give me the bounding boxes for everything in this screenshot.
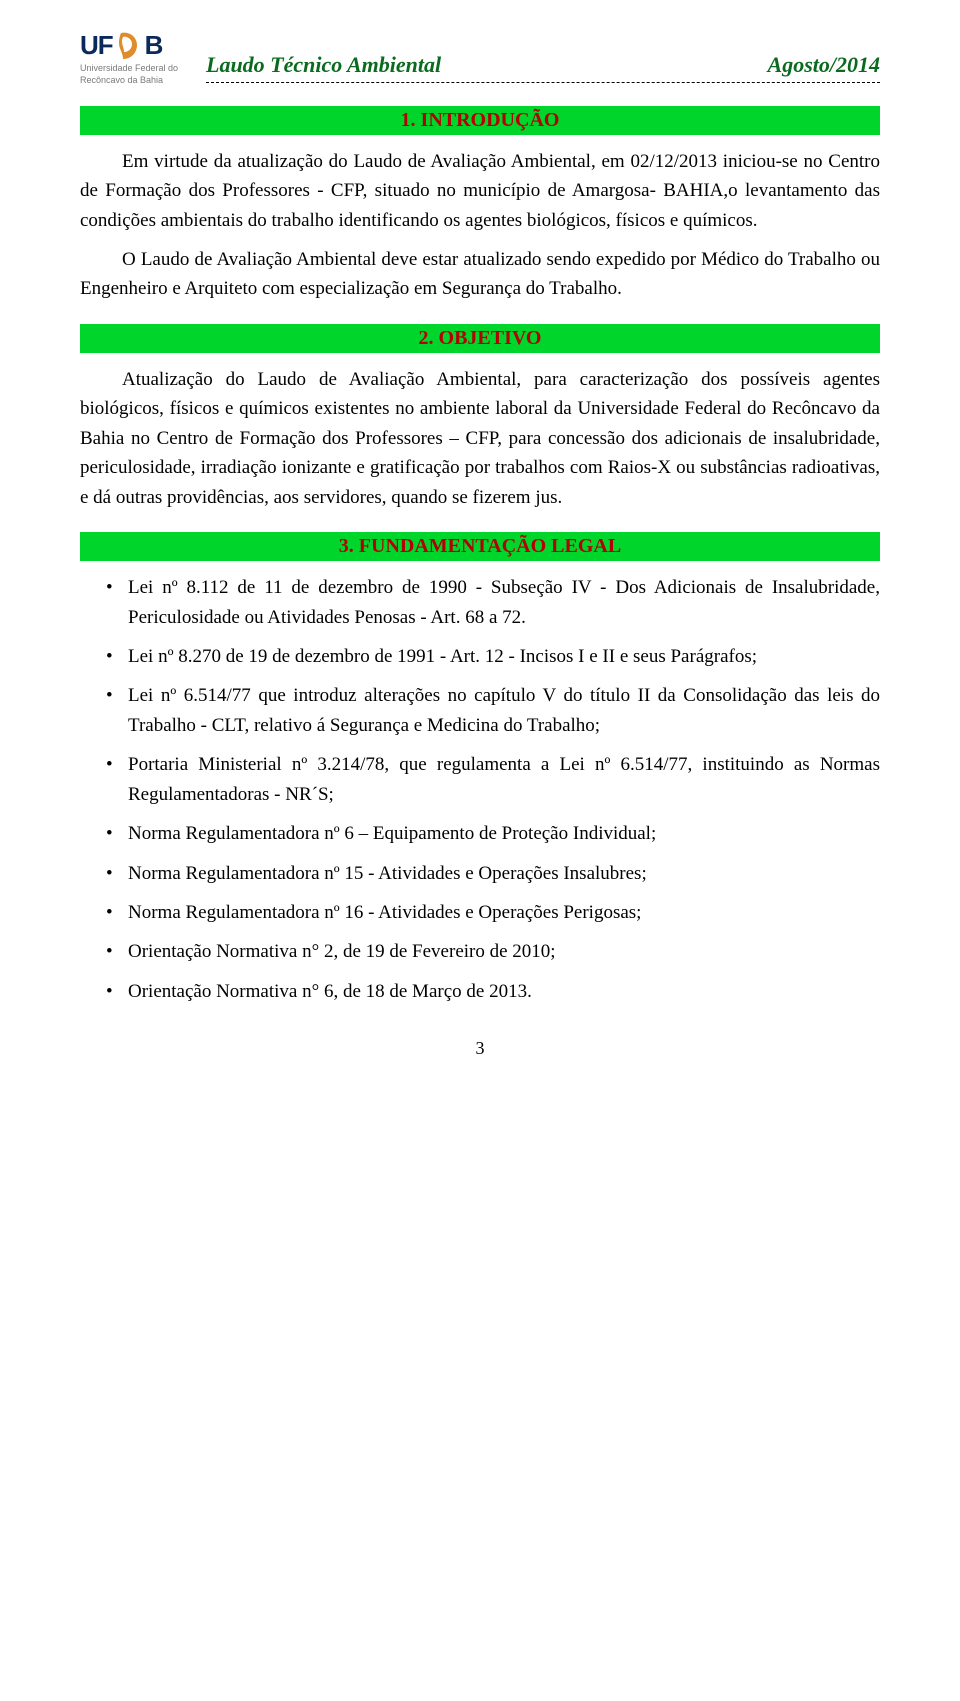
list-item: Orientação Normativa n° 6, de 18 de Març…: [80, 977, 880, 1006]
document-date: Agosto/2014: [768, 52, 880, 78]
objetivo-paragraph: Atualização do Laudo de Avaliação Ambien…: [80, 365, 880, 512]
section-heading-introducao: 1. INTRODUÇÃO: [80, 106, 880, 135]
logo-subtitle-2: Recôncavo da Bahia: [80, 75, 190, 85]
section-heading-text: 1. INTRODUÇÃO: [401, 109, 560, 131]
page-number: 3: [80, 1038, 880, 1059]
intro-paragraph-2: O Laudo de Avaliação Ambiental deve esta…: [80, 245, 880, 304]
section-heading-objetivo: 2. OBJETIVO: [80, 324, 880, 353]
list-item: Orientação Normativa n° 2, de 19 de Feve…: [80, 937, 880, 966]
page-header: UF B Universidade Federal do Recôncavo d…: [80, 30, 880, 86]
legal-basis-list: Lei nº 8.112 de 11 de dezembro de 1990 -…: [80, 573, 880, 1006]
logo-text-b: B: [145, 30, 163, 61]
intro-paragraph-1: Em virtude da atualização do Laudo de Av…: [80, 147, 880, 235]
list-item: Lei nº 8.112 de 11 de dezembro de 1990 -…: [80, 573, 880, 632]
logo-subtitle-1: Universidade Federal do: [80, 63, 190, 73]
list-item: Norma Regulamentadora nº 6 – Equipamento…: [80, 819, 880, 848]
header-title-bar: Laudo Técnico Ambiental Agosto/2014: [206, 52, 880, 83]
section-heading-text: 3. FUNDAMENTAÇÃO LEGAL: [339, 535, 621, 557]
list-item: Lei nº 6.514/77 que introduz alterações …: [80, 681, 880, 740]
section-heading-text: 2. OBJETIVO: [419, 327, 542, 349]
logo-mark: UF B: [80, 30, 190, 61]
header-title-container: Laudo Técnico Ambiental Agosto/2014: [206, 30, 880, 83]
logo-face-icon: [117, 31, 141, 61]
list-item: Lei nº 8.270 de 19 de dezembro de 1991 -…: [80, 642, 880, 671]
section-heading-fundamentacao: 3. FUNDAMENTAÇÃO LEGAL: [80, 532, 880, 561]
list-item: Norma Regulamentadora nº 16 - Atividades…: [80, 898, 880, 927]
document-title: Laudo Técnico Ambiental: [206, 52, 441, 78]
list-item: Norma Regulamentadora nº 15 - Atividades…: [80, 859, 880, 888]
list-item: Portaria Ministerial nº 3.214/78, que re…: [80, 750, 880, 809]
logo-text-uf: UF: [80, 30, 113, 61]
logo-block: UF B Universidade Federal do Recôncavo d…: [80, 30, 190, 86]
